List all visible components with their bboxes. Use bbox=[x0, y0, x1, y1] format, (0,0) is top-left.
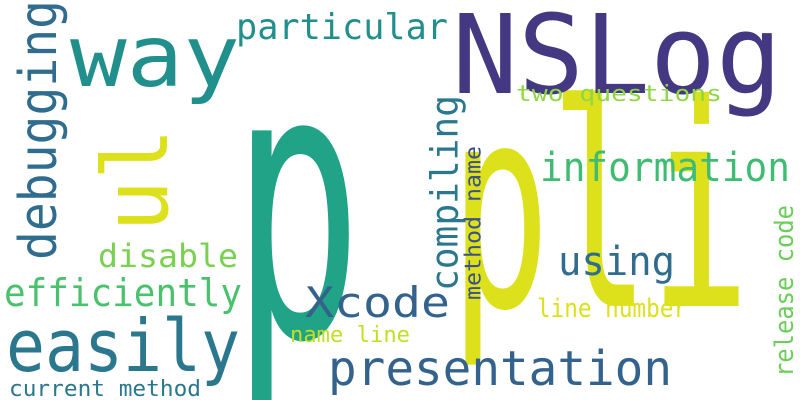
word-two-questions: two questions bbox=[516, 82, 722, 107]
word-disable: disable bbox=[98, 237, 238, 275]
word-ul: ul bbox=[84, 128, 189, 232]
word-nslog: NSLog bbox=[452, 0, 782, 119]
word-line-number: line number bbox=[537, 294, 687, 325]
word-release-code: release code bbox=[770, 205, 800, 377]
word-efficiently: efficiently bbox=[4, 271, 242, 315]
word-xcode: Xcode bbox=[305, 278, 450, 327]
word-information: information bbox=[540, 145, 790, 191]
word-debugging: debugging bbox=[7, 0, 69, 260]
word-way: way bbox=[70, 7, 240, 107]
word-using: using bbox=[558, 239, 675, 285]
word-particular: particular bbox=[236, 7, 448, 48]
word-easily: easily bbox=[6, 304, 240, 388]
word-current-method: current method bbox=[9, 377, 201, 400]
word-pli: pli bbox=[450, 44, 750, 373]
word-presentation: presentation bbox=[328, 341, 672, 397]
word-method-name: method name bbox=[459, 146, 487, 300]
word-name-line: name line bbox=[290, 323, 410, 348]
word-p: p bbox=[232, 0, 362, 400]
